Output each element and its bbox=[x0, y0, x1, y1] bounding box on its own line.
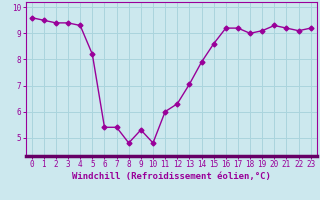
X-axis label: Windchill (Refroidissement éolien,°C): Windchill (Refroidissement éolien,°C) bbox=[72, 172, 271, 181]
